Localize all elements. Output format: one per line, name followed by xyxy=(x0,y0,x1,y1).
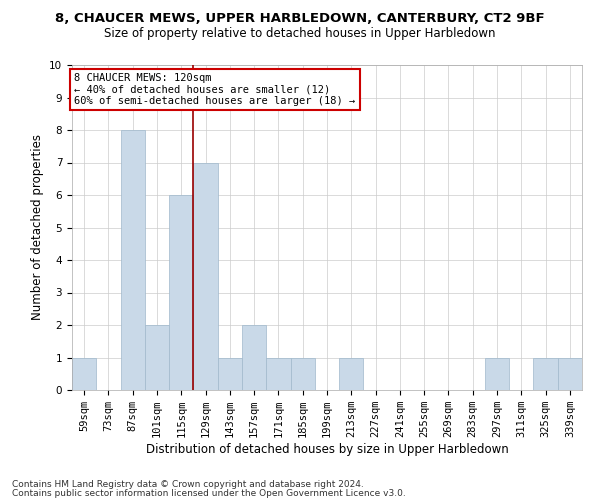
X-axis label: Distribution of detached houses by size in Upper Harbledown: Distribution of detached houses by size … xyxy=(146,443,508,456)
Text: 8 CHAUCER MEWS: 120sqm
← 40% of detached houses are smaller (12)
60% of semi-det: 8 CHAUCER MEWS: 120sqm ← 40% of detached… xyxy=(74,73,356,106)
Text: Contains HM Land Registry data © Crown copyright and database right 2024.: Contains HM Land Registry data © Crown c… xyxy=(12,480,364,489)
Bar xyxy=(485,358,509,390)
Bar xyxy=(339,358,364,390)
Text: Size of property relative to detached houses in Upper Harbledown: Size of property relative to detached ho… xyxy=(104,28,496,40)
Text: Contains public sector information licensed under the Open Government Licence v3: Contains public sector information licen… xyxy=(12,489,406,498)
Bar xyxy=(558,358,582,390)
Bar xyxy=(169,195,193,390)
Bar xyxy=(121,130,145,390)
Bar xyxy=(290,358,315,390)
Text: 8, CHAUCER MEWS, UPPER HARBLEDOWN, CANTERBURY, CT2 9BF: 8, CHAUCER MEWS, UPPER HARBLEDOWN, CANTE… xyxy=(55,12,545,26)
Bar xyxy=(242,325,266,390)
Bar xyxy=(533,358,558,390)
Bar xyxy=(72,358,96,390)
Bar xyxy=(266,358,290,390)
Bar xyxy=(218,358,242,390)
Bar xyxy=(145,325,169,390)
Bar xyxy=(193,162,218,390)
Y-axis label: Number of detached properties: Number of detached properties xyxy=(31,134,44,320)
